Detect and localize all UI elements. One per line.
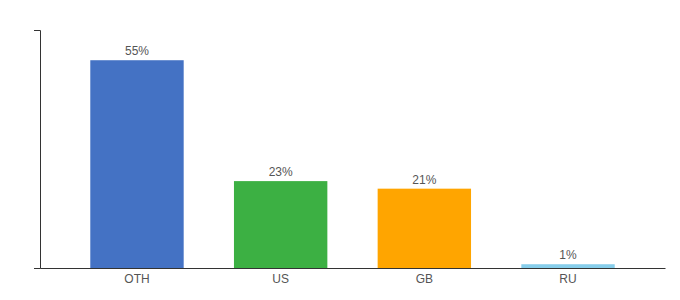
x-axis-line [41,268,666,269]
x-axis: OTH US GB RU [41,269,666,286]
bar [234,181,327,268]
data-label: 23% [269,165,293,179]
y-axis [34,31,41,269]
chart-container: OTH US GB RU 55% 23% 21% 1% [0,0,680,300]
data-labels: 55% 23% 21% 1% [125,44,577,262]
data-label: 55% [125,44,149,58]
data-label: 1% [559,248,577,262]
chart-svg: OTH US GB RU 55% 23% 21% 1% [0,0,680,300]
x-tick: OTH [124,272,149,286]
bar [521,264,614,268]
x-tick: US [272,272,289,286]
bar [378,189,471,268]
bars [90,60,614,268]
data-label: 21% [412,173,436,187]
bar [90,60,183,268]
x-tick: RU [559,272,576,286]
plot-area: OTH US GB RU 55% 23% 21% 1% [34,31,666,286]
x-tick: GB [416,272,433,286]
x-tick-label: OTH [124,272,149,286]
x-tick-label: RU [559,272,576,286]
y-axis-line [34,31,41,269]
x-tick-label: US [272,272,289,286]
x-tick-label: GB [416,272,433,286]
